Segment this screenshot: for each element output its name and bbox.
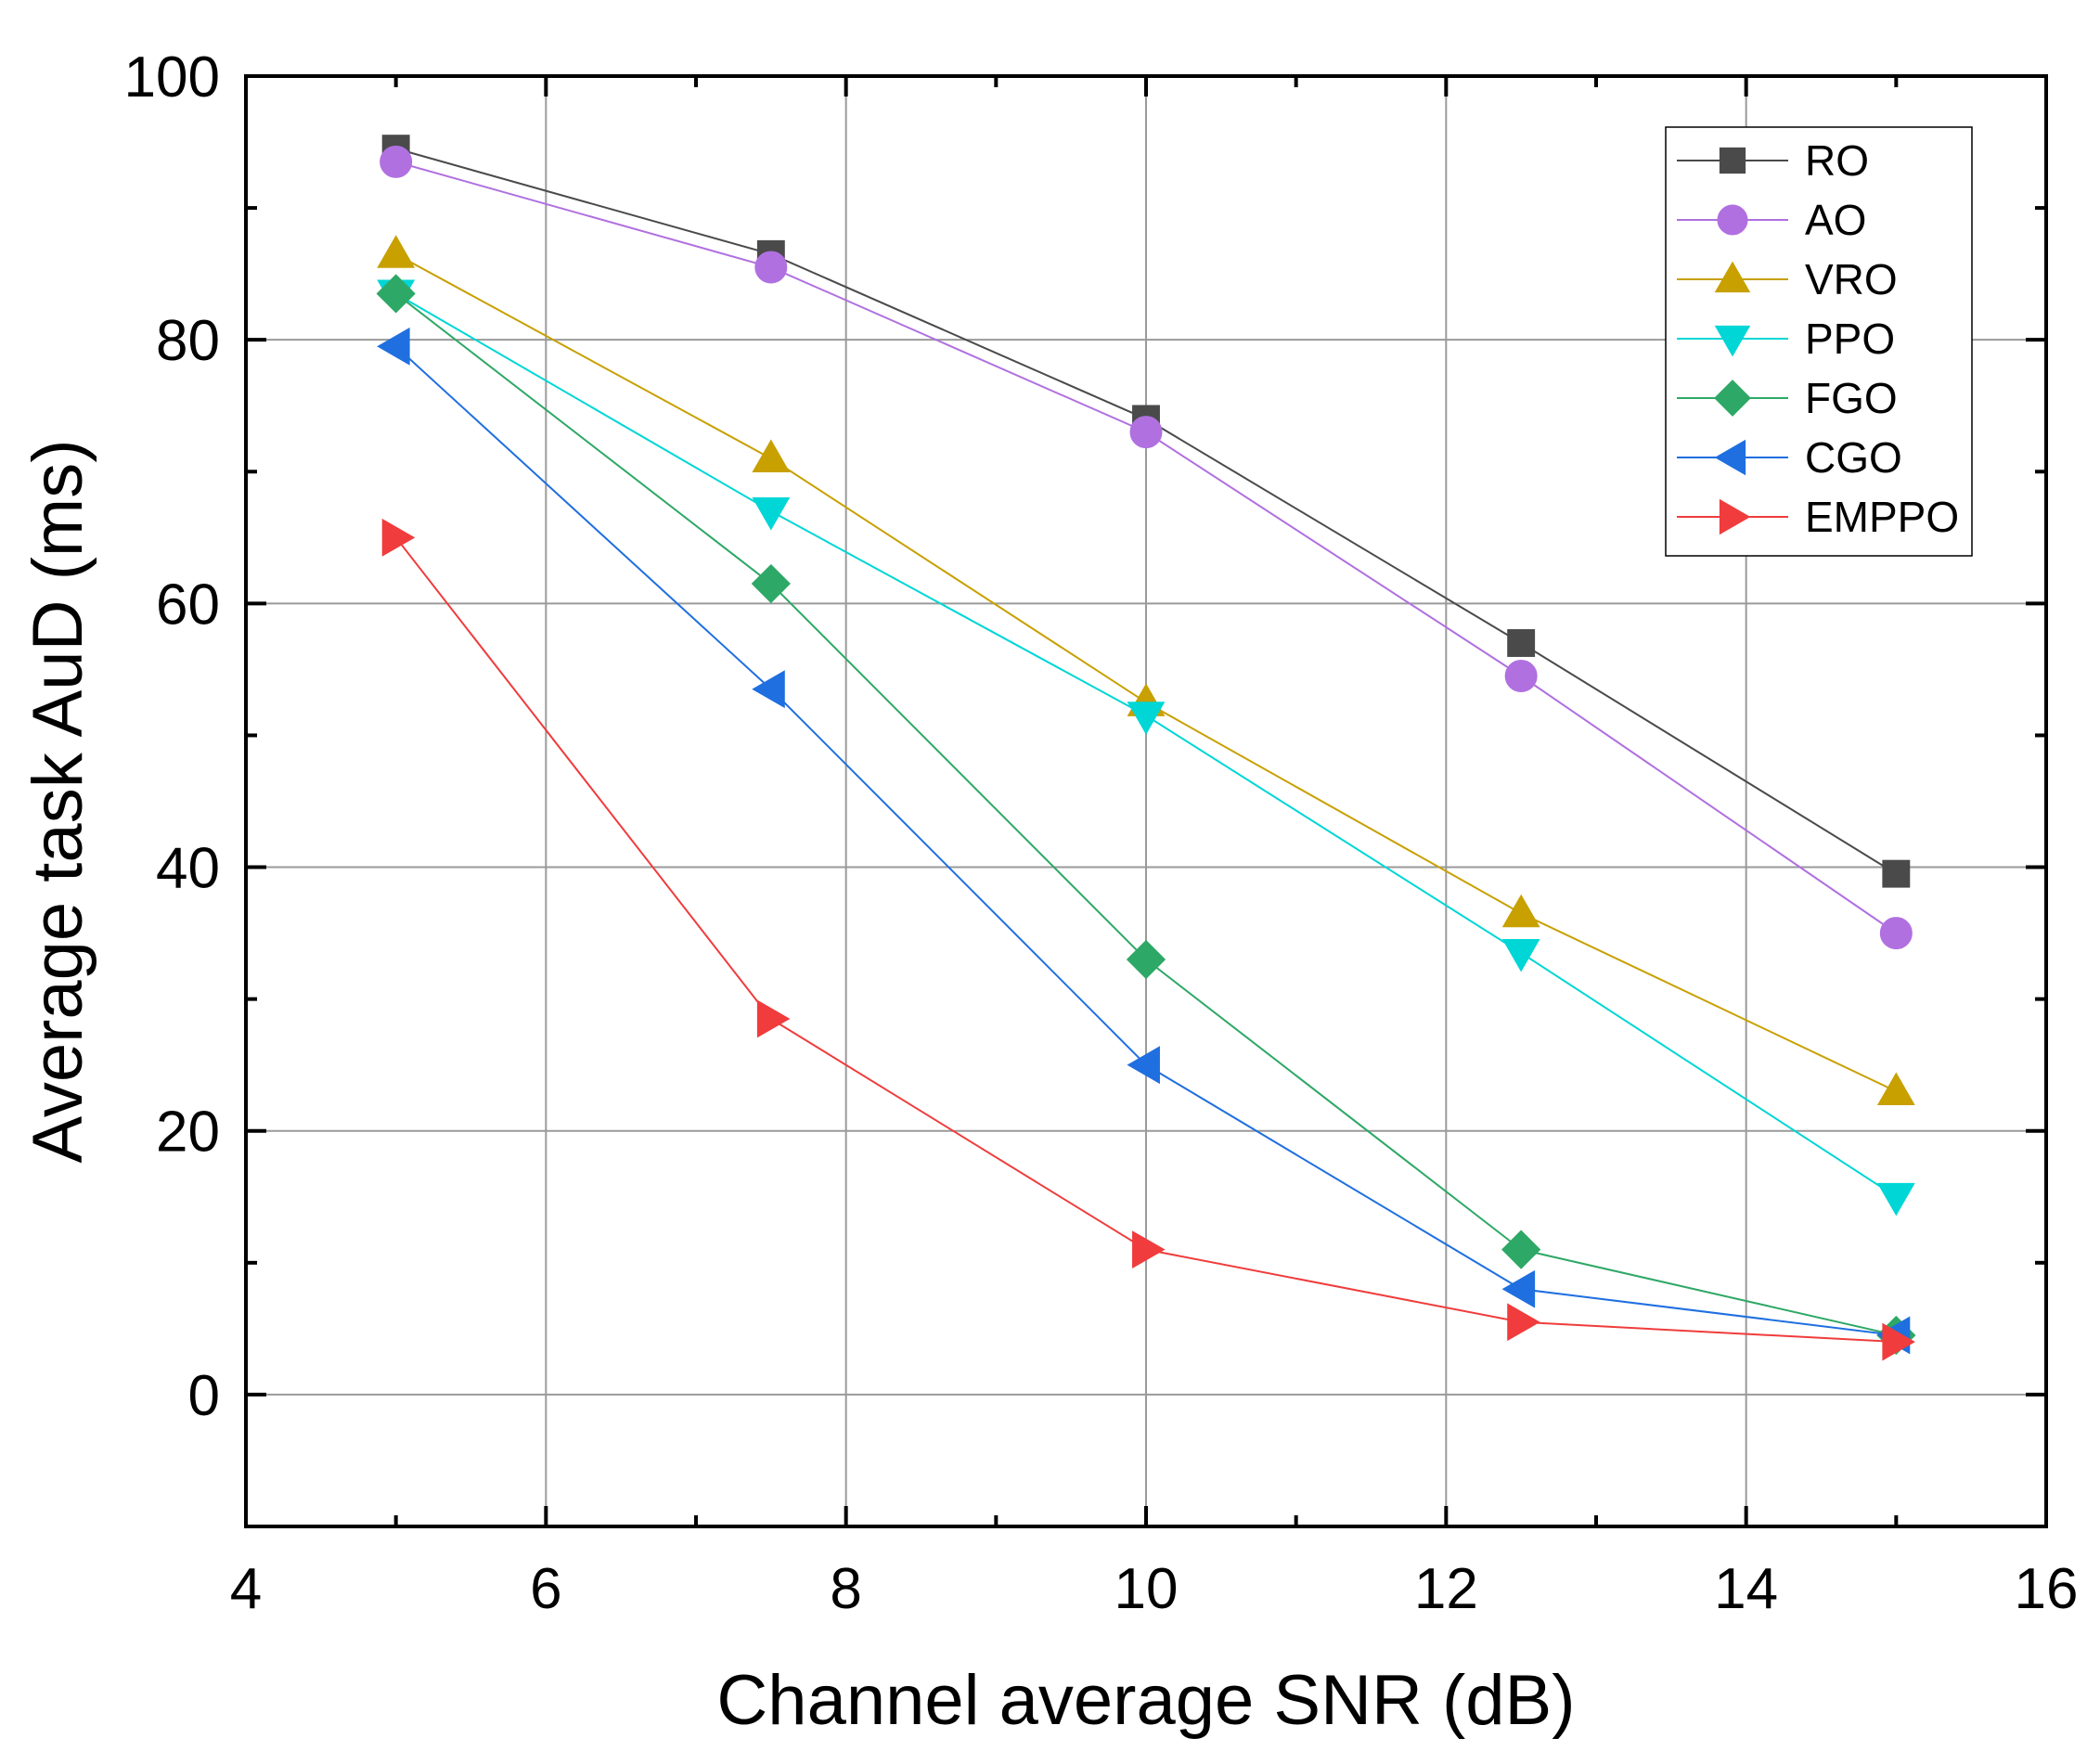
legend-label: RO xyxy=(1805,136,1869,185)
legend-marker-cgo xyxy=(1714,439,1746,476)
series-ao xyxy=(380,145,1913,950)
x-tick-label: 8 xyxy=(830,1557,861,1621)
legend-marker-ppo xyxy=(1714,325,1751,357)
data-point-vro-4 xyxy=(1876,1072,1915,1106)
data-point-vro-0 xyxy=(377,235,416,268)
axis-ticks xyxy=(244,74,2048,1528)
x-tick-label: 6 xyxy=(530,1557,561,1621)
data-point-vro-1 xyxy=(752,439,791,473)
x-tick-label: 14 xyxy=(1714,1557,1778,1621)
legend-item-ao: AO xyxy=(1677,196,1866,244)
data-point-ppo-3 xyxy=(1501,938,1540,972)
data-point-ro-3 xyxy=(1507,629,1536,657)
y-tick-label: 0 xyxy=(188,1364,220,1428)
data-point-fgo-2 xyxy=(1126,939,1166,980)
y-tick-label: 40 xyxy=(156,837,220,901)
data-point-cgo-2 xyxy=(1127,1046,1160,1085)
data-point-emppo-1 xyxy=(756,999,791,1038)
legend-label: PPO xyxy=(1805,315,1895,363)
data-point-ro-4 xyxy=(1882,859,1911,888)
data-point-ppo-4 xyxy=(1876,1182,1915,1217)
data-point-ppo-1 xyxy=(752,496,791,531)
data-point-vro-3 xyxy=(1501,894,1540,928)
data-point-ao-0 xyxy=(380,145,413,178)
legend-item-fgo: FGO xyxy=(1677,374,1898,422)
data-point-emppo-0 xyxy=(381,518,416,557)
x-axis-title: Channel average SNR (dB) xyxy=(716,1661,1575,1740)
legend-label: FGO xyxy=(1805,374,1898,422)
legend-label: EMPPO xyxy=(1805,493,1959,541)
x-tick-label: 10 xyxy=(1114,1557,1179,1621)
data-point-fgo-1 xyxy=(751,563,791,604)
y-tick-label: 80 xyxy=(156,309,220,373)
legend-item-ro: RO xyxy=(1677,136,1869,185)
legend-label: AO xyxy=(1805,196,1866,244)
y-axis-title: Average task AuD (ms) xyxy=(19,439,97,1163)
legend-marker-vro xyxy=(1714,261,1751,293)
tick-labels: 4 6 8 10 12 14 16 0 20 40 60 80 100 xyxy=(124,45,2079,1621)
y-tick-label: 100 xyxy=(124,45,220,109)
data-point-fgo-0 xyxy=(376,274,416,314)
series-group xyxy=(376,135,1916,1361)
legend: RO AO VRO PPO FGO CGO EMPPO xyxy=(1665,126,1973,557)
x-tick-label: 12 xyxy=(1414,1557,1478,1621)
legend-marker-ao xyxy=(1717,204,1748,236)
data-point-ao-2 xyxy=(1129,416,1163,449)
legend-label: VRO xyxy=(1805,255,1898,303)
legend-item-vro: VRO xyxy=(1677,255,1898,303)
x-tick-label: 16 xyxy=(2015,1557,2079,1621)
legend-marker-emppo xyxy=(1719,498,1751,535)
series-fgo xyxy=(376,274,1916,1356)
x-tick-label: 4 xyxy=(230,1557,262,1621)
data-point-cgo-0 xyxy=(377,327,410,366)
data-point-ao-4 xyxy=(1879,917,1913,950)
series-emppo xyxy=(381,518,1915,1361)
legend-box xyxy=(1665,126,1973,557)
data-point-ao-1 xyxy=(754,251,788,284)
data-point-emppo-2 xyxy=(1132,1230,1166,1269)
legend-item-cgo: CGO xyxy=(1677,433,1902,482)
legend-item-emppo: EMPPO xyxy=(1677,493,1959,541)
data-point-ao-3 xyxy=(1504,660,1538,693)
data-point-emppo-4 xyxy=(1882,1322,1915,1361)
legend-marker-fgo xyxy=(1714,380,1751,417)
data-point-cgo-3 xyxy=(1501,1269,1536,1308)
data-point-cgo-1 xyxy=(752,670,785,709)
data-point-ppo-2 xyxy=(1127,702,1166,735)
y-tick-label: 60 xyxy=(156,573,220,637)
data-point-fgo-3 xyxy=(1501,1230,1541,1269)
legend-marker-ro xyxy=(1719,147,1746,174)
y-tick-label: 20 xyxy=(156,1101,220,1165)
legend-item-ppo: PPO xyxy=(1677,315,1895,363)
legend-label: CGO xyxy=(1805,433,1902,482)
data-point-emppo-3 xyxy=(1507,1303,1540,1342)
